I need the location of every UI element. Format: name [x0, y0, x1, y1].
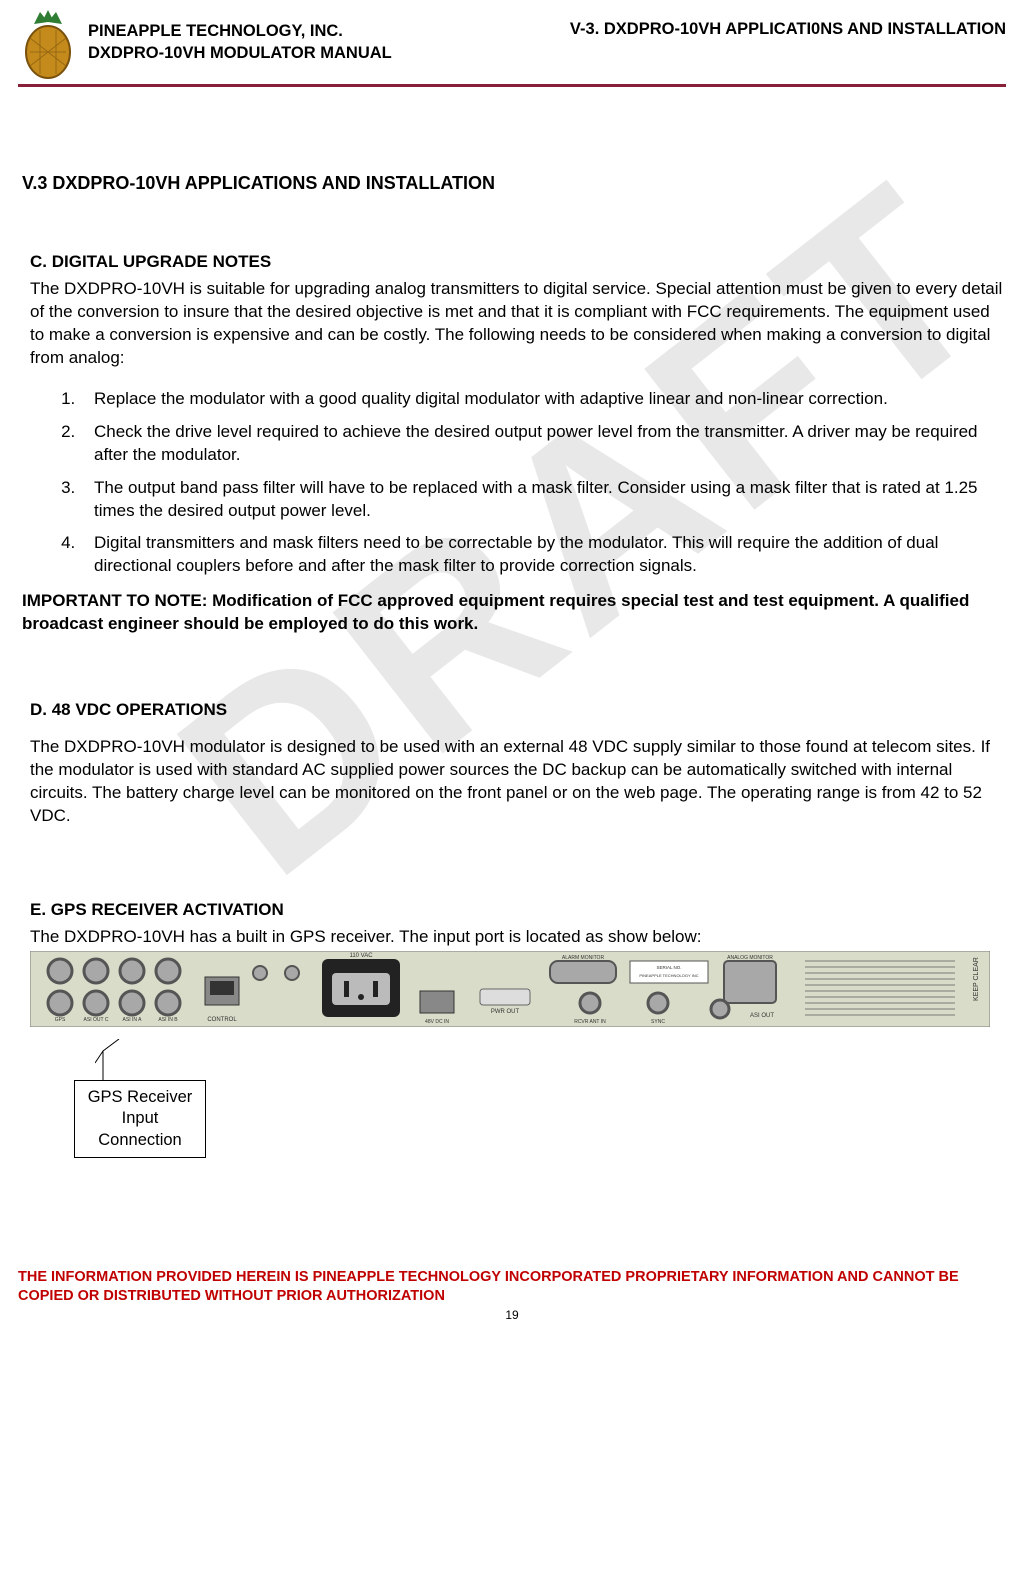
section-c-important: IMPORTANT TO NOTE: Modification of FCC a… [22, 590, 1004, 636]
rear-panel-diagram: GPS ASI OUT C ASI IN A ASI IN B CONTROL [30, 951, 990, 1027]
logo-icon [18, 8, 78, 80]
list-item: Check the drive level required to achiev… [80, 421, 1004, 467]
section-c-intro: The DXDPRO-10VH is suitable for upgradin… [30, 278, 1004, 370]
svg-text:ASI OUT: ASI OUT [750, 1013, 774, 1019]
header-manual: DXDPRO-10VH MODULATOR MANUAL [88, 42, 392, 64]
page-header: PINEAPPLE TECHNOLOGY, INC. DXDPRO-10VH M… [18, 8, 1006, 87]
svg-text:PWR OUT: PWR OUT [491, 1009, 520, 1015]
list-item: Replace the modulator with a good qualit… [80, 388, 1004, 411]
list-item: The output band pass filter will have to… [80, 477, 1004, 523]
svg-text:110 VAC: 110 VAC [349, 953, 373, 959]
svg-text:ASI IN A: ASI IN A [123, 1017, 143, 1023]
svg-text:KEEP CLEAR: KEEP CLEAR [973, 957, 980, 1001]
page-number: 19 [18, 1308, 1006, 1322]
callout-box: GPS Receiver Input Connection [74, 1080, 206, 1158]
section-c-list: Replace the modulator with a good qualit… [30, 388, 1004, 579]
list-item: Digital transmitters and mask filters ne… [80, 532, 1004, 578]
svg-text:CONTROL: CONTROL [207, 1017, 237, 1023]
header-section-ref: V-3. DXDPRO-10VH APPLICATI0NS AND INSTAL… [570, 20, 1006, 65]
footer-disclaimer: THE INFORMATION PROVIDED HEREIN IS PINEA… [18, 1268, 1006, 1306]
section-e-heading: E. GPS RECEIVER ACTIVATION [30, 900, 1004, 920]
section-c-heading: C. DIGITAL UPGRADE NOTES [30, 252, 1004, 272]
svg-text:SYNC: SYNC [651, 1019, 665, 1025]
svg-text:GPS: GPS [55, 1017, 66, 1023]
section-d-heading: D. 48 VDC OPERATIONS [30, 700, 1004, 720]
header-company: PINEAPPLE TECHNOLOGY, INC. [88, 20, 392, 42]
svg-text:48V DC IN: 48V DC IN [425, 1019, 449, 1025]
section-title: V.3 DXDPRO-10VH APPLICATIONS AND INSTALL… [22, 173, 1004, 194]
svg-text:RCVR ANT IN: RCVR ANT IN [574, 1019, 606, 1025]
svg-text:ANALOG MONITOR: ANALOG MONITOR [727, 955, 773, 961]
svg-text:ASI IN B: ASI IN B [158, 1017, 178, 1023]
callout-text: GPS Receiver Input Connection [88, 1088, 193, 1149]
callout-pointer-icon [95, 1039, 135, 1081]
svg-text:SERIAL NO.: SERIAL NO. [656, 965, 681, 970]
svg-text:ASI OUT C: ASI OUT C [84, 1017, 109, 1023]
section-e-intro: The DXDPRO-10VH has a built in GPS recei… [30, 926, 1004, 949]
svg-text:ALARM MONITOR: ALARM MONITOR [562, 955, 605, 961]
section-d-para: The DXDPRO-10VH modulator is designed to… [30, 736, 1004, 828]
svg-text:PINEAPPLE TECHNOLOGY INC: PINEAPPLE TECHNOLOGY INC [639, 973, 698, 978]
